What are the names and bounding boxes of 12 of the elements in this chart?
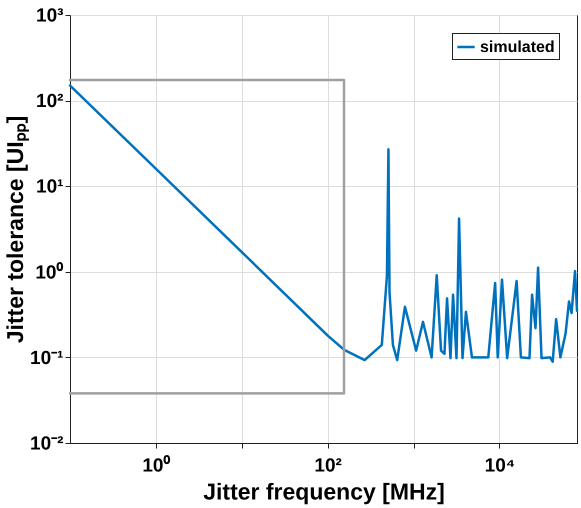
y-axis-title: Jitter tolerance [UIₚₚ] [2,116,30,344]
y-tick-label: 10¹ [36,176,64,198]
x-axis-title: Jitter frequency [MHz] [203,478,445,504]
x-tick-label: 10² [314,456,342,476]
y-tick-label: 10⁰ [35,261,64,284]
legend-label: simulated [480,39,555,56]
x-tick-label: 10⁴ [484,456,516,476]
y-tick-label: 10³ [36,6,64,26]
x-tick-label: 10⁰ [142,454,170,476]
y-tick-label: 10² [36,91,64,112]
y-tick-label: 10⁻¹ [30,348,64,369]
y-tick-label: 10⁻² [30,434,64,454]
